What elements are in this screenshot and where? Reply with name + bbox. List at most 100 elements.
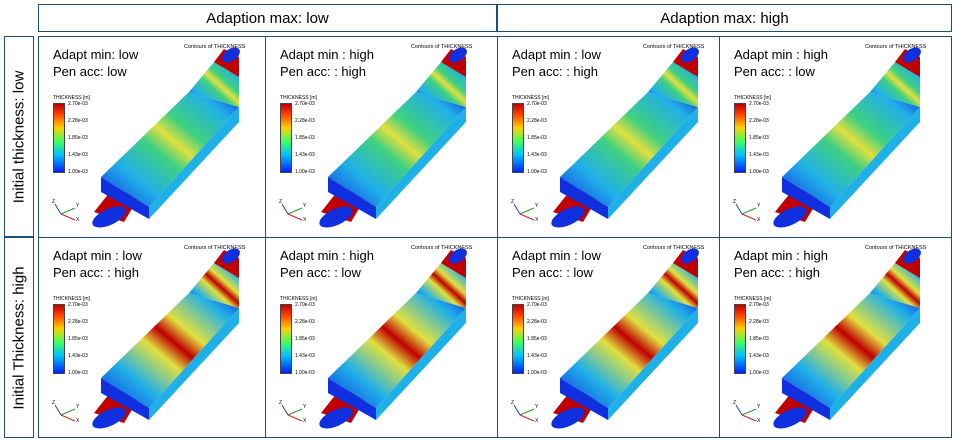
colorbar-title: THICKNESS [m]: [512, 296, 549, 302]
contour-title: Contours of THICKNESS: [865, 245, 927, 251]
pen-acc-label: Pen acc: : high: [734, 265, 820, 280]
colorbar-tick: 2.28e-03: [527, 319, 547, 325]
axis-x-label: X: [303, 418, 307, 423]
colorbar-tick: 2.70e-03: [527, 302, 547, 308]
axis-z-label: Z: [733, 400, 736, 406]
colorbar-title: THICKNESS [m]: [734, 296, 771, 302]
grid-divider: [38, 237, 952, 238]
result-panel: Adapt min : high Pen acc: : low Contours…: [266, 238, 493, 437]
contour-title: Contours of THICKNESS: [184, 44, 246, 50]
thickness-contour-model: [92, 248, 240, 429]
contour-title: Contours of THICKNESS: [184, 245, 246, 251]
contour-title: Contours of THICKNESS: [643, 44, 705, 50]
row-header-label: Initial Thickness: high: [10, 265, 28, 410]
adapt-min-label: Adapt min : low: [512, 47, 601, 62]
contour-title: Contours of THICKNESS: [643, 245, 705, 251]
colorbar-tick: 1.85e-03: [68, 135, 88, 141]
colorbar-gradient: [280, 103, 292, 173]
colorbar-legend: THICKNESS [m] 2.70e-03 2.28e-03 1.85e-03…: [512, 95, 592, 181]
colorbar-legend: THICKNESS [m] 2.70e-03 2.28e-03 1.85e-03…: [512, 296, 592, 382]
result-panel: Adapt min: low Pen acc: low Contours of …: [39, 37, 266, 236]
colorbar-tick: 1.85e-03: [749, 135, 769, 141]
result-panel: Adapt min : high Pen acc: : high Contour…: [266, 37, 493, 236]
axis-triad-icon: Y X Z: [733, 199, 761, 222]
colorbar-title: THICKNESS [m]: [512, 95, 549, 101]
axis-triad-icon: Y X Z: [52, 400, 80, 423]
colorbar-tick: 2.70e-03: [68, 302, 88, 308]
adapt-min-label: Adapt min : low: [53, 248, 142, 263]
pen-acc-label: Pen acc: : low: [734, 64, 815, 79]
adapt-min-label: Adapt min : high: [734, 248, 828, 263]
colorbar-legend: THICKNESS [m] 2.70e-03 2.28e-03 1.85e-03…: [280, 95, 360, 181]
colorbar-tick: 1.43e-03: [295, 353, 315, 359]
pen-acc-label: Pen acc: : low: [512, 265, 593, 280]
pen-acc-label: Pen acc: : high: [512, 64, 598, 79]
axis-x-label: X: [757, 418, 761, 423]
colorbar-tick: 1.00e-03: [749, 370, 769, 376]
colorbar-tick: 1.00e-03: [527, 169, 547, 175]
colorbar-tick: 2.70e-03: [295, 101, 315, 107]
column-header-label: Adaption max: high: [660, 9, 789, 27]
colorbar-tick: 2.28e-03: [68, 118, 88, 124]
axis-y-label: Y: [303, 203, 307, 209]
colorbar-tick: 1.43e-03: [295, 152, 315, 158]
colorbar-tick: 2.28e-03: [68, 319, 88, 325]
axis-z-label: Z: [733, 199, 736, 205]
colorbar-tick: 2.28e-03: [295, 319, 315, 325]
colorbar-gradient: [734, 103, 746, 173]
colorbar-gradient: [53, 304, 65, 374]
adapt-min-label: Adapt min : high: [734, 47, 828, 62]
colorbar-gradient: [512, 304, 524, 374]
result-panel: Adapt min : low Pen acc: : high Contours…: [498, 37, 725, 236]
colorbar-gradient: [53, 103, 65, 173]
colorbar-tick: 1.00e-03: [68, 169, 88, 175]
colorbar-title: THICKNESS [m]: [734, 95, 771, 101]
column-header-adaption-high: Adaption max: high: [497, 4, 952, 32]
axis-x-label: X: [757, 217, 761, 222]
axis-y-label: Y: [535, 404, 539, 410]
result-panel: Adapt min : low Pen acc: : low Contours …: [498, 238, 725, 437]
colorbar-tick: 1.43e-03: [68, 353, 88, 359]
contour-title: Contours of THICKNESS: [411, 44, 473, 50]
pen-acc-label: Pen acc: : high: [53, 265, 139, 280]
thickness-contour-model: [773, 47, 921, 228]
axis-triad-icon: Y X Z: [279, 400, 307, 423]
row-header-thickness-low: Initial thickness: low: [4, 36, 34, 237]
colorbar-tick: 1.85e-03: [68, 336, 88, 342]
adapt-min-label: Adapt min : low: [512, 248, 601, 263]
colorbar-tick: 1.43e-03: [527, 152, 547, 158]
contour-title: Contours of THICKNESS: [411, 245, 473, 251]
axis-z-label: Z: [52, 199, 55, 205]
colorbar-tick: 1.85e-03: [749, 336, 769, 342]
axis-triad-icon: Y X Z: [511, 199, 539, 222]
colorbar-tick: 1.00e-03: [527, 370, 547, 376]
axis-z-label: Z: [52, 400, 55, 406]
column-header-adaption-low: Adaption max: low: [38, 4, 497, 32]
axis-y-label: Y: [535, 203, 539, 209]
colorbar-tick: 1.43e-03: [749, 353, 769, 359]
axis-triad-icon: Y X Z: [511, 400, 539, 423]
column-header-label: Adaption max: low: [206, 9, 329, 27]
axis-triad-icon: Y X Z: [279, 199, 307, 222]
colorbar-legend: THICKNESS [m] 2.70e-03 2.28e-03 1.85e-03…: [734, 95, 814, 181]
axis-z-label: Z: [279, 199, 282, 205]
colorbar-tick: 1.85e-03: [527, 135, 547, 141]
colorbar-legend: THICKNESS [m] 2.70e-03 2.28e-03 1.85e-03…: [53, 296, 133, 382]
colorbar-tick: 2.70e-03: [68, 101, 88, 107]
colorbar-tick: 2.28e-03: [749, 118, 769, 124]
colorbar-tick: 1.85e-03: [527, 336, 547, 342]
axis-triad-icon: Y X Z: [52, 199, 80, 222]
axis-z-label: Z: [511, 199, 514, 205]
colorbar-tick: 1.00e-03: [749, 169, 769, 175]
colorbar-tick: 2.70e-03: [527, 101, 547, 107]
contour-title: Contours of THICKNESS: [865, 44, 927, 50]
colorbar-tick: 2.28e-03: [295, 118, 315, 124]
result-panel: Adapt min : low Pen acc: : high Contours…: [39, 238, 266, 437]
adapt-min-label: Adapt min: low: [53, 47, 139, 62]
result-panel: Adapt min : high Pen acc: : low Contours…: [720, 37, 947, 236]
thickness-contour-model: [92, 47, 240, 228]
colorbar-legend: THICKNESS [m] 2.70e-03 2.28e-03 1.85e-03…: [280, 296, 360, 382]
thickness-contour-model: [319, 47, 467, 228]
colorbar-tick: 1.43e-03: [527, 353, 547, 359]
colorbar-tick: 1.00e-03: [68, 370, 88, 376]
